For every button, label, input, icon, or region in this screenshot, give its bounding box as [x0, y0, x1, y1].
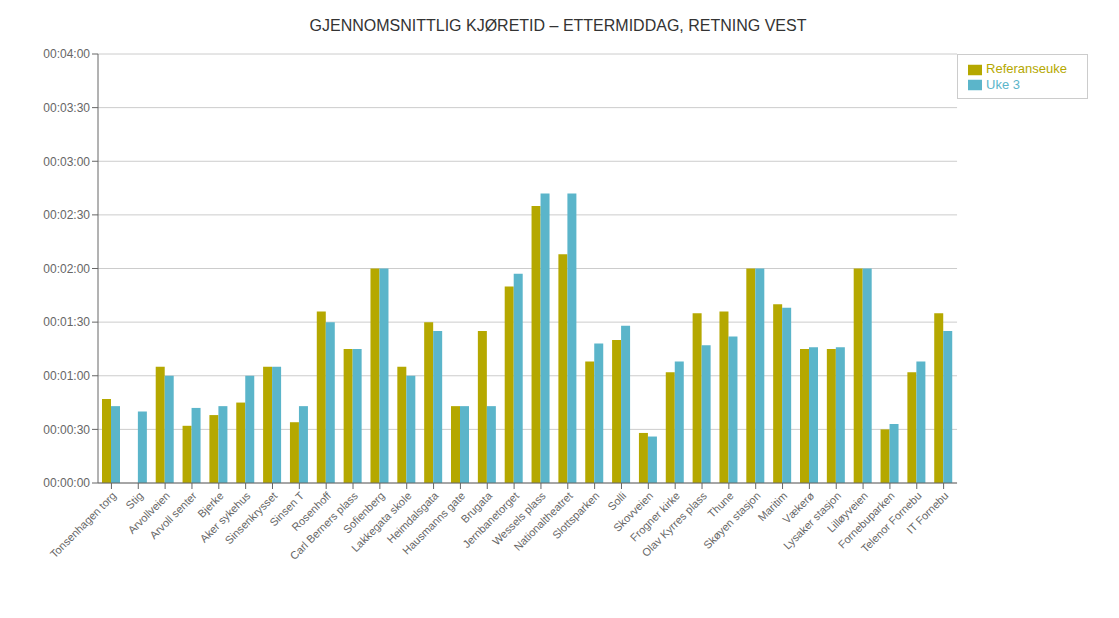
svg-text:Stig: Stig	[123, 489, 145, 511]
svg-text:Wessels plass: Wessels plass	[489, 489, 548, 548]
svg-text:Thune: Thune	[705, 489, 736, 520]
svg-text:Jernbanetorget: Jernbanetorget	[460, 489, 521, 551]
svg-text:Lakkegata skole: Lakkegata skole	[349, 489, 414, 555]
svg-text:00:00:00: 00:00:00	[43, 476, 90, 490]
svg-text:Sofienberg: Sofienberg	[340, 489, 387, 536]
svg-text:00:03:00: 00:03:00	[43, 155, 90, 169]
svg-text:Skøyen stasjon: Skøyen stasjon	[701, 489, 763, 551]
svg-text:Rosenhoff: Rosenhoff	[289, 489, 334, 534]
svg-text:00:03:30: 00:03:30	[43, 101, 90, 115]
svg-text:Vækerø: Vækerø	[780, 489, 817, 526]
svg-text:Aker sykehus: Aker sykehus	[197, 489, 253, 545]
svg-text:Hausmanns gate: Hausmanns gate	[400, 489, 467, 556]
svg-text:00:02:00: 00:02:00	[43, 262, 90, 276]
svg-text:00:01:00: 00:01:00	[43, 369, 90, 383]
svg-text:Maritim: Maritim	[755, 489, 790, 524]
svg-text:Solli: Solli	[605, 489, 628, 512]
svg-text:00:00:30: 00:00:30	[43, 423, 90, 437]
html-text:Referanseuke: Referanseuke	[986, 61, 1067, 76]
svg-text:Sinsenkrysset: Sinsenkrysset	[222, 489, 280, 547]
svg-text:Tonsenhagen torg: Tonsenhagen torg	[48, 489, 119, 560]
svg-text:Nationaltheatret: Nationaltheatret	[511, 489, 575, 553]
svg-text:00:01:30: 00:01:30	[43, 315, 90, 329]
html-text:GJENNOMSNITTLIG KJØRETID – ETT: GJENNOMSNITTLIG KJØRETID – ETTERMIDDAG, …	[309, 17, 807, 34]
svg-text:Skovveien: Skovveien	[610, 489, 656, 534]
svg-text:Olav Kyrres plass: Olav Kyrres plass	[640, 489, 710, 559]
svg-text:Sinsen T: Sinsen T	[267, 489, 307, 529]
svg-text:Lilløyveien: Lilløyveien	[824, 489, 870, 535]
svg-text:Brugata: Brugata	[458, 489, 495, 526]
svg-text:Fornebuparken: Fornebuparken	[835, 489, 897, 551]
svg-text:Frogner kirke: Frogner kirke	[627, 489, 683, 544]
svg-text:Arvoll senter: Arvoll senter	[147, 489, 199, 541]
svg-text:00:02:30: 00:02:30	[43, 208, 90, 222]
html-text:Uke 3: Uke 3	[986, 76, 1020, 92]
svg-text:Heimdalsgata: Heimdalsgata	[384, 489, 441, 546]
svg-text:00:04:00: 00:04:00	[43, 47, 90, 61]
svg-text:IT Fornebu: IT Fornebu	[904, 489, 950, 535]
svg-text:Telenor Fornebu: Telenor Fornebu	[858, 489, 924, 555]
svg-text:Lysaker stasjon: Lysaker stasjon	[780, 489, 844, 552]
svg-text:Arvollveien: Arvollveien	[125, 489, 172, 536]
svg-text:Slottsparken: Slottsparken	[550, 489, 602, 541]
svg-text:Bjerke: Bjerke	[195, 489, 226, 520]
svg-text:Carl Berners plass: Carl Berners plass	[287, 489, 360, 562]
